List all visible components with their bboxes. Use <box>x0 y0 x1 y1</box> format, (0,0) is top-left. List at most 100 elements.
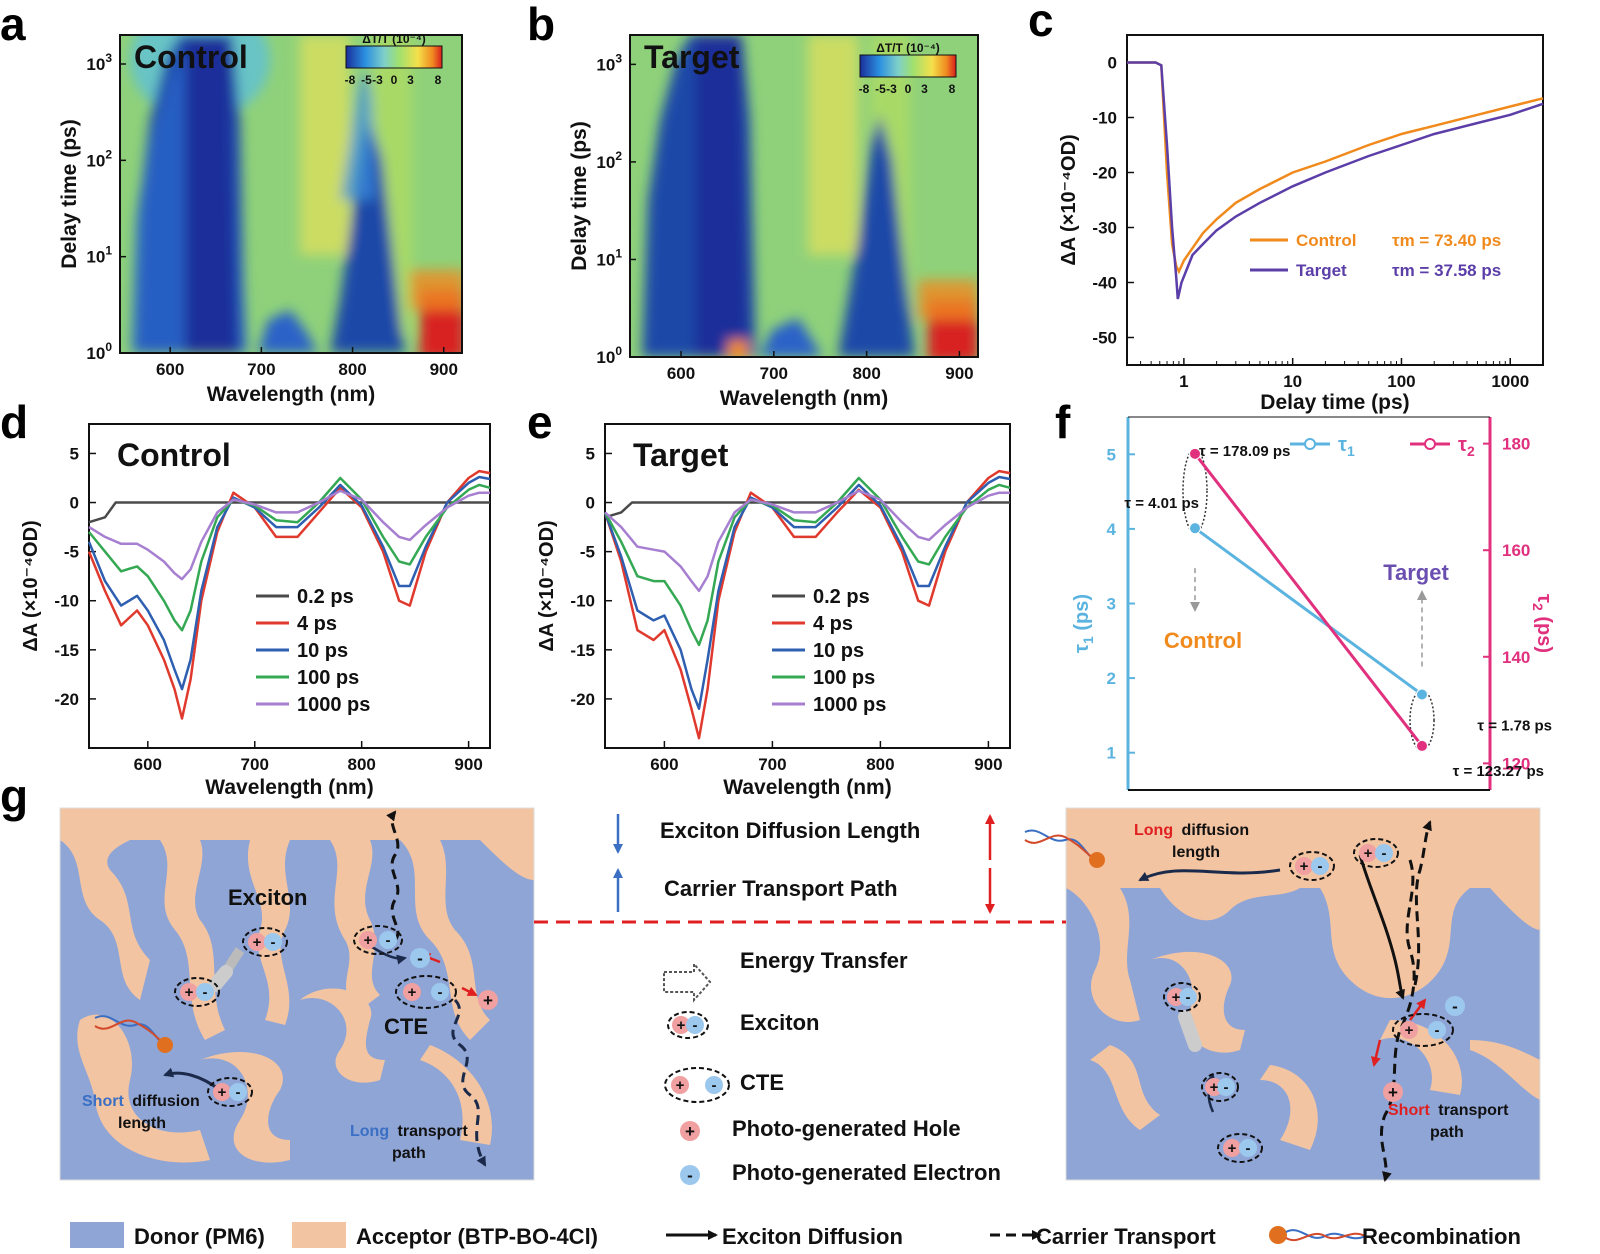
svg-text:+: + <box>1364 845 1373 862</box>
series-line-left <box>1194 526 1423 696</box>
acceptor-swatch <box>292 1222 346 1248</box>
x-tick-label: 100 <box>1387 372 1415 391</box>
charge-pair-icon: + - <box>664 1067 730 1103</box>
y1-tick-label: 1 <box>1107 744 1116 763</box>
series-line <box>603 469 1011 740</box>
legend-entry: 100 ps <box>813 667 875 689</box>
y-tick-label: -50 <box>1092 329 1117 348</box>
label-short-diffusion: Short diffusion <box>82 1093 200 1110</box>
svg-text:+: + <box>1300 858 1309 875</box>
svg-text:+: + <box>253 934 262 951</box>
svg-text:-: - <box>1452 997 1458 1016</box>
y2-axis-label: τ2 (ps) <box>1530 594 1555 653</box>
y-tick-label: 0 <box>586 494 595 513</box>
charge-pair-icon: + - <box>1289 851 1335 881</box>
label-cte-legend: CTE <box>740 1070 784 1095</box>
x-tick-label: 700 <box>241 755 269 774</box>
series-line <box>87 469 491 720</box>
legend-entry: 0.2 ps <box>297 586 354 608</box>
label-long-rest: transport <box>398 1123 469 1140</box>
panel-letter-c: c <box>1028 0 1054 46</box>
svg-text:+: + <box>1228 1140 1237 1157</box>
label-short-word-right: Short <box>1388 1102 1430 1119</box>
label-long-word: Long <box>350 1123 389 1140</box>
colorbar-title: ΔT/T (10⁻⁴) <box>876 41 940 55</box>
heatmap-title: Target <box>644 39 740 75</box>
colorbar-tick-label: 3 <box>921 82 928 96</box>
data-point <box>1416 688 1428 701</box>
target-diagram-details: + -+ -+ -+ -+ -+ --+ <box>1024 820 1465 1182</box>
legend-entry: Control <box>1296 231 1356 250</box>
colorbar-tick-label: -8 <box>345 73 356 87</box>
chart-title: Target <box>633 437 729 473</box>
bottom-legend <box>70 1222 1366 1248</box>
legend-entry: 10 ps <box>813 640 864 662</box>
y-tick-label: -10 <box>54 592 79 611</box>
kinetics-chart-c: 1 10 100 1000 0 -10 -20 -30 -40 -50 Control τm = 73… <box>1058 34 1544 414</box>
colorbar-tick-label: -5 <box>361 73 372 87</box>
x-tick-label: 900 <box>945 364 973 383</box>
target-ellipse <box>1409 689 1435 751</box>
label-acceptor: Acceptor (BTP-BO-4Cl) <box>356 1224 598 1249</box>
colorbar-tick-label: -8 <box>859 82 870 96</box>
charge-pair-icon: + - <box>207 1077 253 1107</box>
label-short-rest-right: transport <box>1438 1102 1509 1119</box>
electron-icon: - <box>680 1165 700 1185</box>
svg-text:+: + <box>1210 1079 1219 1096</box>
charge-pair-icon: + - <box>1201 1072 1239 1102</box>
charge-pair-icon: + - <box>1392 1013 1454 1047</box>
panel-letter-e: e <box>527 396 553 448</box>
heatmap-a-labels: Control 600 700 800 900 100 101 102 103 Wavelengt… <box>58 32 458 406</box>
x-tick-label: 600 <box>667 364 695 383</box>
series-line <box>88 501 490 524</box>
colorbar-tick-label: -3 <box>886 82 897 96</box>
svg-text:+: + <box>685 1122 695 1141</box>
hole-icon: + <box>1383 1082 1403 1102</box>
charge-pair-icon: + - <box>1217 1133 1263 1163</box>
y-tick-label: -20 <box>570 690 595 709</box>
category-label-control: Control <box>1164 628 1242 653</box>
panel-letter-f: f <box>1055 396 1071 448</box>
x-axis-label: Wavelength (nm) <box>207 383 375 406</box>
label-exciton-legend: Exciton <box>740 1010 819 1035</box>
y-tick-label: 101 <box>596 246 622 269</box>
legend-entry: τ1 <box>1338 434 1355 459</box>
donor-swatch <box>70 1222 124 1248</box>
svg-text:-: - <box>386 932 391 949</box>
legend-entry: 4 ps <box>813 613 853 635</box>
y-tick-label: -5 <box>64 543 79 562</box>
spectra-chart-e: 600 700 800 900 5 0 -5 -10 -15 -20 0.2 ps 4 ps 10 ps… <box>536 423 1011 799</box>
colorbar-tick-label: 3 <box>407 73 414 87</box>
x-tick-label: 10 <box>1283 372 1302 391</box>
morphology-diagram: + -+ -+ -+ -+ --+ + -+ -+ -+ -+ -+ --+ <box>59 807 1541 1249</box>
series-line-target <box>1127 61 1544 300</box>
legend-entry: τ2 <box>1458 434 1475 459</box>
legend-entry: 100 ps <box>297 667 359 689</box>
label-short-line2: length <box>118 1115 166 1132</box>
y-axis-label: ΔA (×10⁻⁴OD) <box>536 520 558 651</box>
y2-tick-label: 140 <box>1502 648 1530 667</box>
y-tick-label: 103 <box>596 51 622 74</box>
label-long-rest-right: diffusion <box>1182 822 1250 839</box>
svg-text:+: + <box>676 1077 685 1094</box>
series-line-control <box>1127 61 1544 275</box>
y-tick-label: 102 <box>596 149 622 172</box>
label-long-line2: path <box>392 1145 426 1162</box>
panel-letter-d: d <box>0 396 28 448</box>
y-tick-label: -10 <box>1092 109 1117 128</box>
svg-text:+: + <box>364 932 373 949</box>
svg-text:-: - <box>1318 858 1323 875</box>
svg-text:-: - <box>1435 1022 1440 1039</box>
label-carrier-transport: Carrier Transport <box>1036 1224 1216 1249</box>
x-tick-label: 700 <box>758 755 786 774</box>
panel-letter-b: b <box>527 0 555 50</box>
control-morphology <box>60 808 534 1180</box>
y1-tick-label: 4 <box>1107 520 1117 539</box>
point-label: τ = 4.01 ps <box>1124 495 1199 512</box>
x-tick-label: 900 <box>974 755 1002 774</box>
y-axis-label: Delay time (ps) <box>58 119 81 268</box>
label-exciton-diffusion: Exciton Diffusion <box>722 1224 903 1249</box>
svg-text:+: + <box>1405 1022 1414 1039</box>
legend-entry: 4 ps <box>297 613 337 635</box>
plot-frame <box>604 423 1011 749</box>
